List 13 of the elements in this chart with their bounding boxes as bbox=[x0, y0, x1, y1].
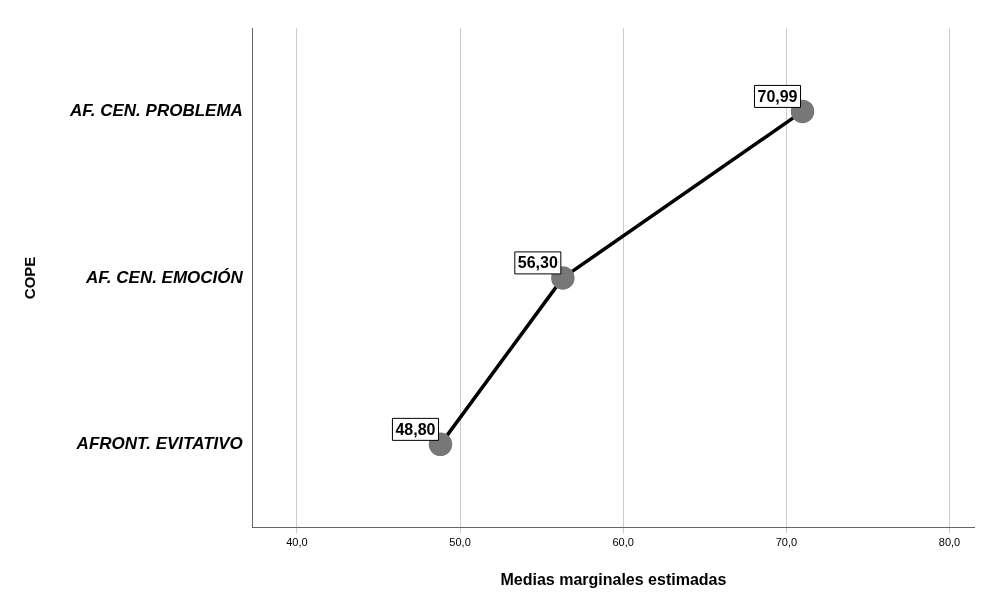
y-axis-title: COPE bbox=[21, 256, 39, 300]
data-label: 56,30 bbox=[517, 254, 558, 272]
y-tick-label: AF. CEN. EMOCIÓN bbox=[85, 267, 244, 287]
data-label: 70,99 bbox=[757, 87, 798, 105]
x-tick-label: 60,0 bbox=[612, 536, 634, 549]
x-tick-label: 50,0 bbox=[449, 536, 471, 549]
y-tick-label: AFRONT. EVITATIVO bbox=[75, 434, 243, 454]
x-tick-label: 70,0 bbox=[775, 536, 798, 549]
x-tick-label: 40,0 bbox=[286, 536, 308, 549]
data-label: 48,80 bbox=[395, 420, 436, 438]
x-axis-title: Medias marginales estimadas bbox=[500, 570, 727, 588]
x-tick-label: 80,0 bbox=[938, 536, 961, 549]
y-tick-label: AF. CEN. PROBLEMA bbox=[69, 101, 243, 121]
